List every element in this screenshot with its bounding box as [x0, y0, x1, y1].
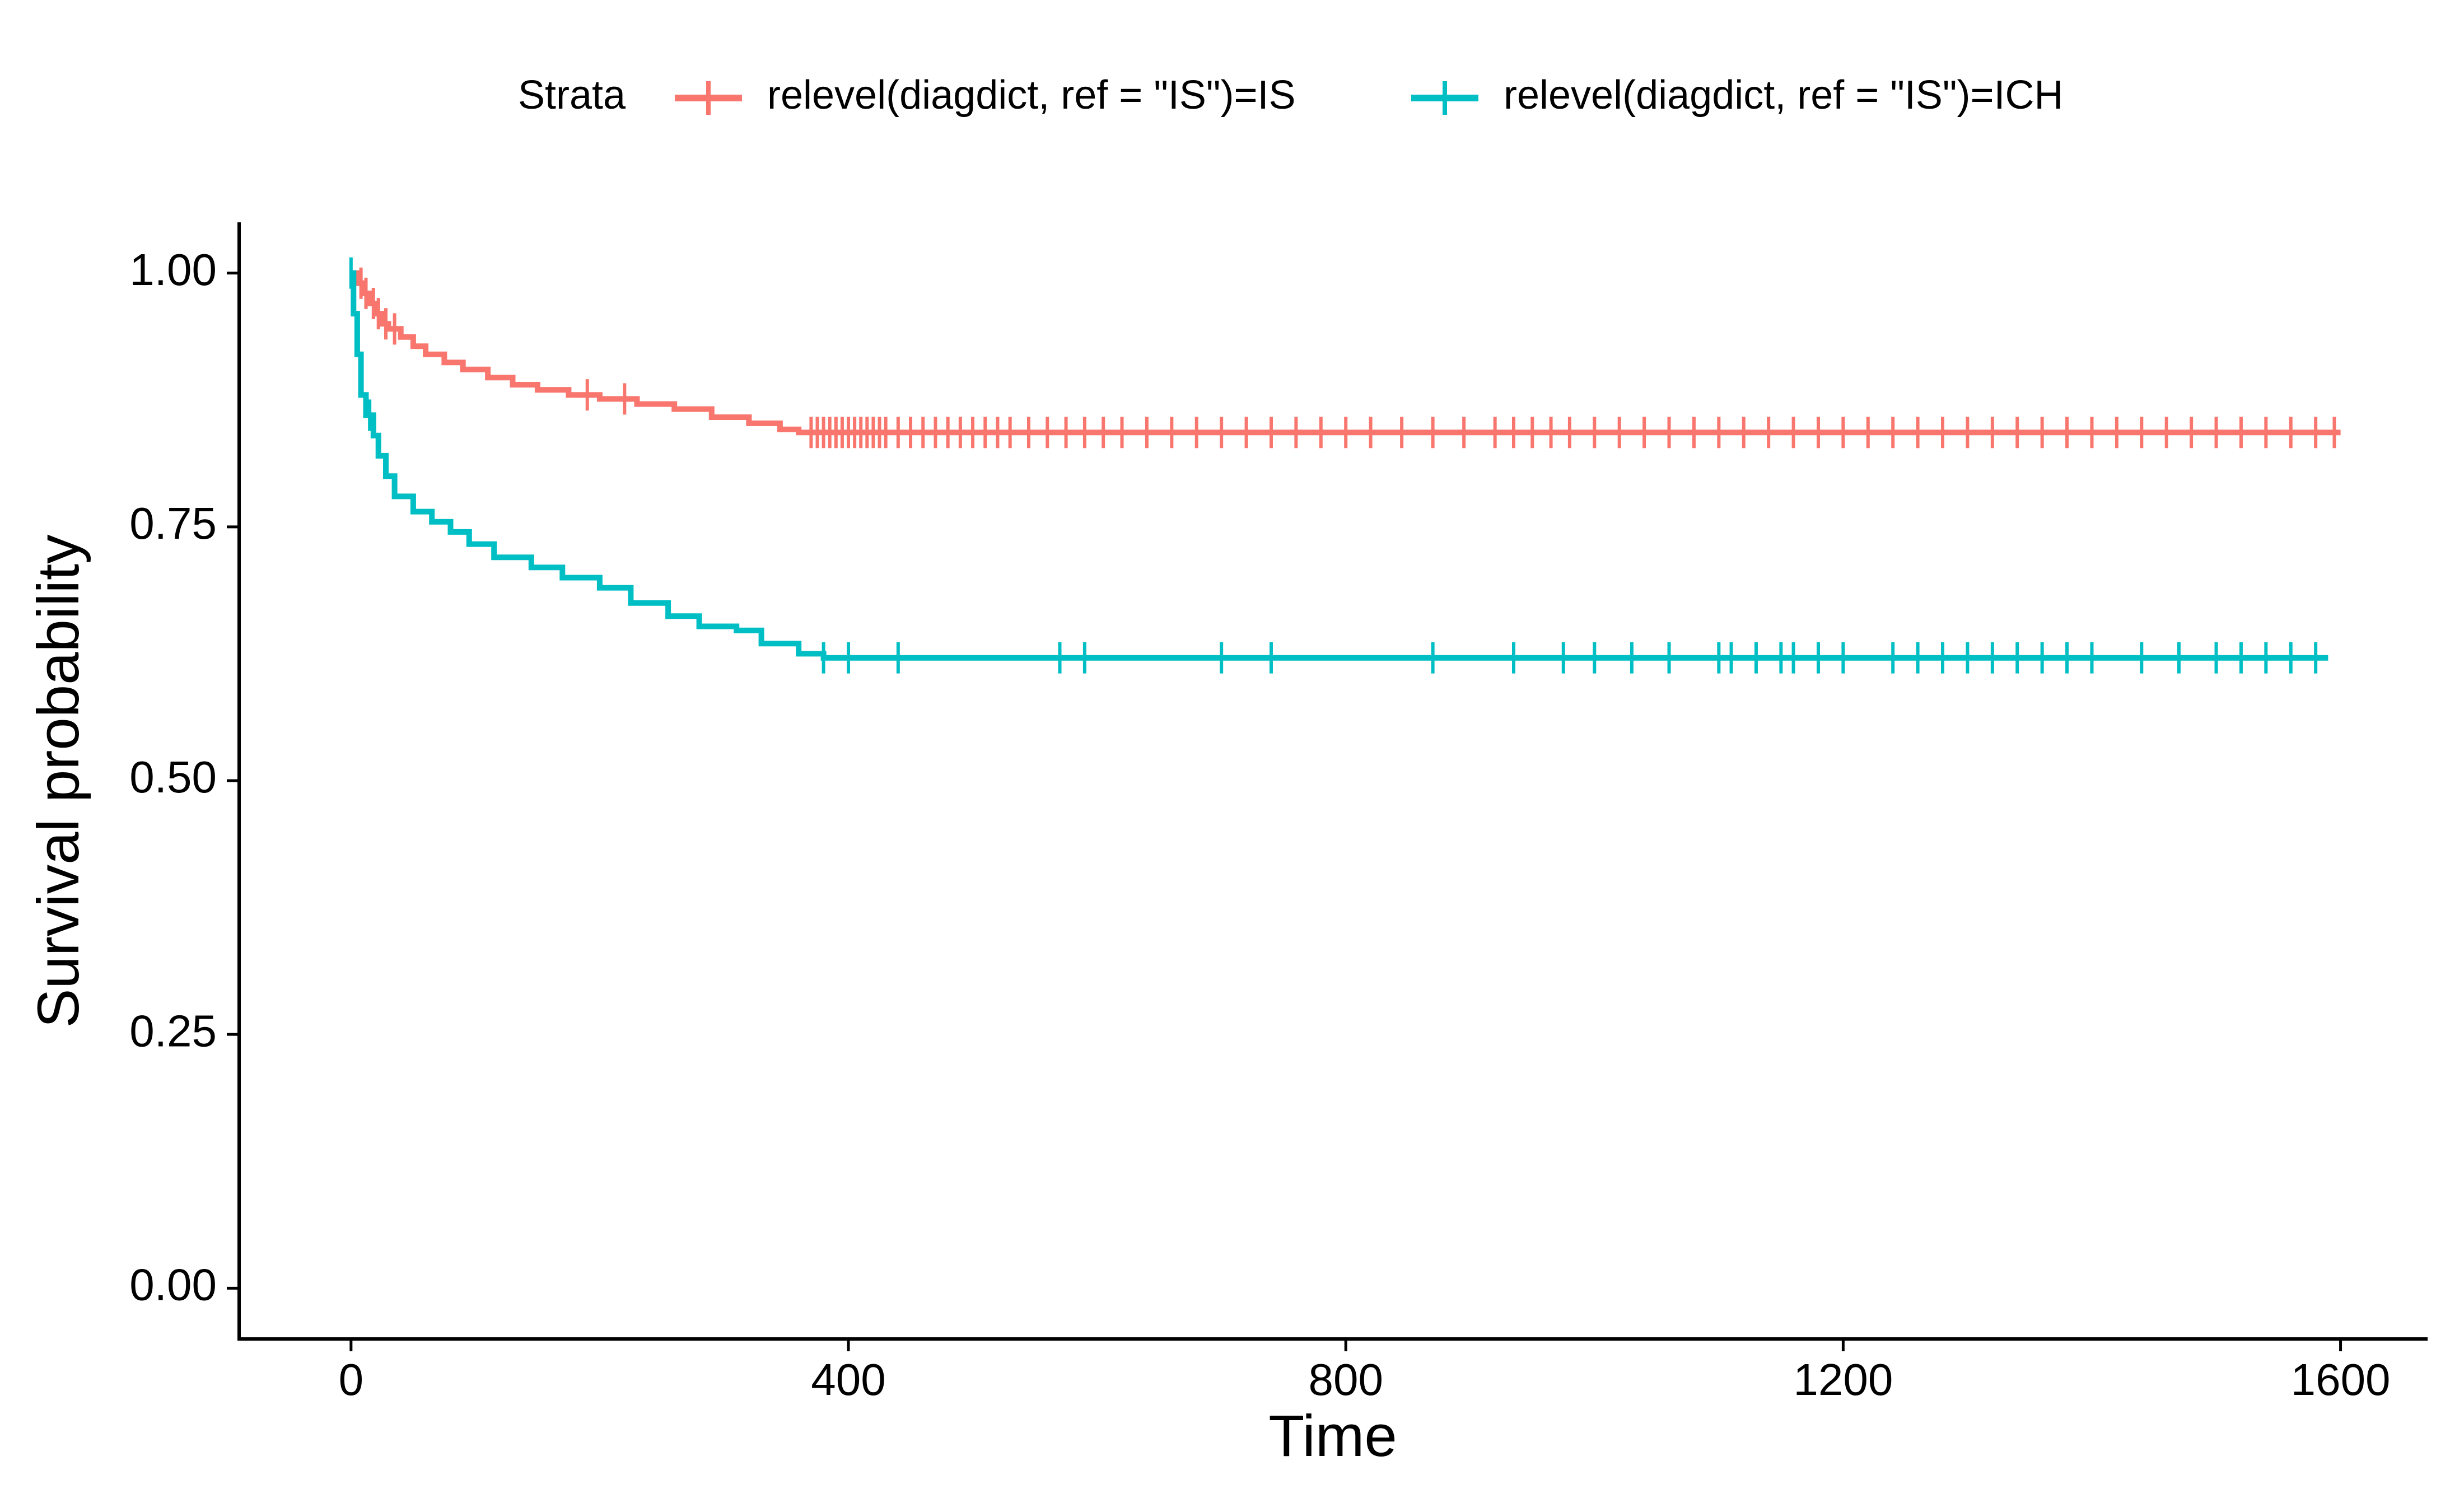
x-tick-label: 1600 — [2291, 1355, 2391, 1404]
y-tick-label: 0.50 — [129, 752, 217, 802]
x-tick-label: 1200 — [1793, 1355, 1893, 1404]
y-axis-label: Survival probability — [26, 534, 91, 1028]
y-tick-label: 0.00 — [129, 1259, 217, 1309]
series-layer — [349, 257, 2341, 674]
axes: 0 400 800 1200 1600 0.00 0.25 0.50 0.75 1.00 — [129, 222, 2428, 1404]
legend: Strata relevel(diagdict, ref = "IS")=IS … — [518, 73, 2064, 118]
x-axis-label: Time — [1268, 1403, 1397, 1469]
x-tick-label: 800 — [1308, 1355, 1383, 1404]
y-tick-label: 0.25 — [129, 1006, 217, 1056]
y-tick-label: 1.00 — [129, 245, 217, 295]
series-0 — [351, 267, 2341, 449]
x-tick-label: 0 — [339, 1355, 364, 1404]
legend-title: Strata — [518, 73, 626, 118]
survival-curve — [351, 270, 2328, 661]
legend-label-is: relevel(diagdict, ref = "IS")=IS — [767, 73, 1296, 118]
survival-curve — [351, 270, 2341, 436]
legend-label-ich: relevel(diagdict, ref = "IS")=ICH — [1504, 73, 2064, 118]
legend-key-ich — [1411, 81, 1478, 115]
y-tick-label: 0.75 — [129, 498, 217, 548]
series-1 — [349, 257, 2328, 674]
legend-key-is — [675, 81, 742, 115]
x-tick-label: 400 — [811, 1355, 885, 1404]
tick-layer: 0 400 800 1200 1600 0.00 0.25 0.50 0.75 1.00 — [129, 245, 2390, 1404]
